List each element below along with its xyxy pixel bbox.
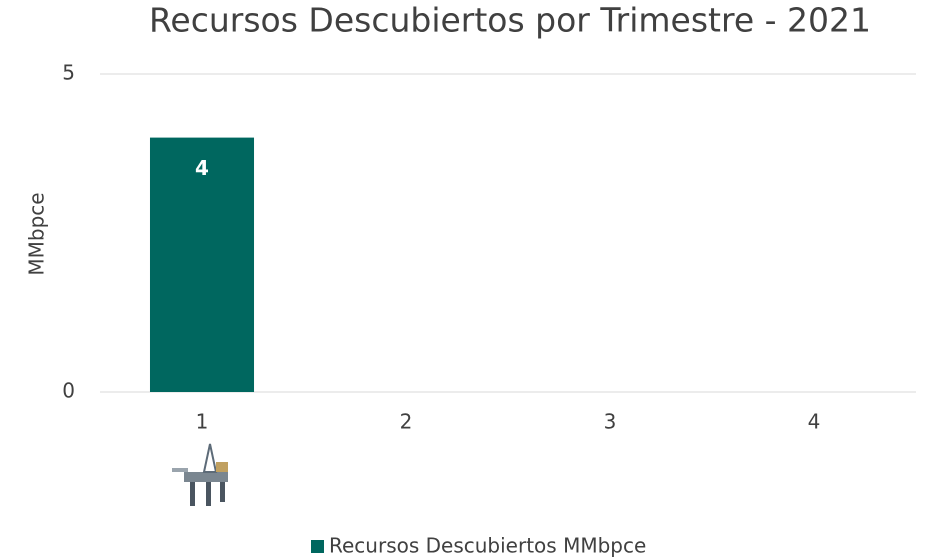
legend-label: Recursos Descubiertos MMbpce [329, 534, 646, 558]
x-tick-label: 4 [808, 410, 821, 434]
platform-deck [184, 472, 228, 482]
legend-swatch [311, 540, 324, 553]
platform-icon [172, 444, 228, 506]
platform-leg [206, 482, 211, 506]
y-tick-label: 5 [62, 61, 75, 85]
platform-leg [190, 482, 195, 506]
data-label: 4 [195, 156, 209, 180]
y-axis-label: MMbpce [25, 192, 49, 275]
chart-title: Recursos Descubiertos por Trimestre - 20… [149, 1, 871, 40]
x-tick-label: 2 [400, 410, 413, 434]
chart: Recursos Descubiertos por Trimestre - 20… [0, 0, 936, 560]
platform-leg [220, 482, 225, 502]
x-tick-label: 3 [604, 410, 617, 434]
platform-derrick [204, 444, 216, 472]
y-tick-label: 0 [62, 379, 75, 403]
page: {"chart_data": {"type": "bar", "title": … [0, 0, 936, 560]
platform-helipad [172, 468, 188, 472]
platform-module [216, 462, 228, 472]
x-tick-label: 1 [196, 410, 209, 434]
